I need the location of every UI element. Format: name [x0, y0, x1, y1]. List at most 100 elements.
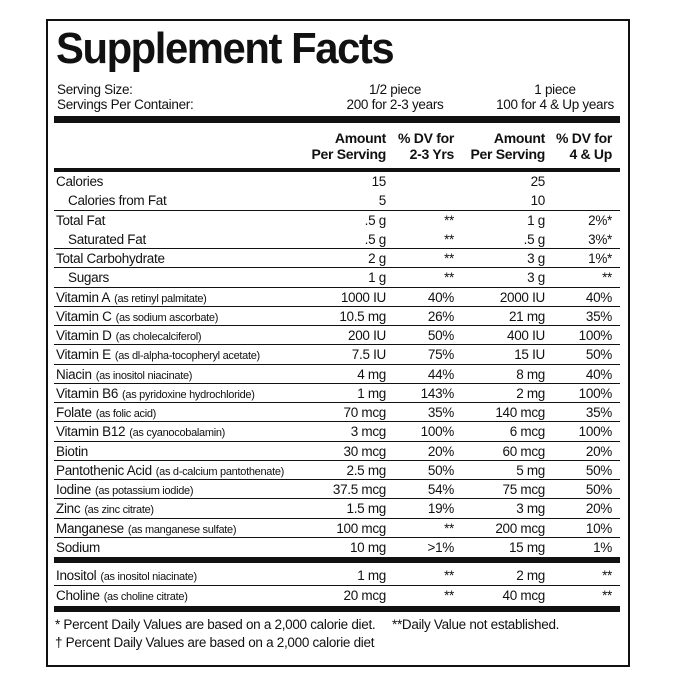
nutrient-name: Sugars [68, 270, 109, 285]
nutrient-name: Total Fat [56, 213, 105, 228]
table-row: Vitamin B6 (as pyridoxine hydrochloride) 1… [54, 384, 620, 403]
nutrient-name: Biotin [56, 444, 88, 459]
daily-value: ** [444, 568, 454, 583]
daily-value: 100% [578, 385, 613, 401]
amount: 40 mcg [502, 588, 546, 603]
footnote: **Daily Value not established. [392, 617, 560, 632]
nutrient-name: Vitamin D (as cholecalciferol) [56, 328, 202, 343]
daily-value: ** [444, 270, 454, 286]
daily-value: 40% [427, 289, 454, 305]
table-row: Calories 15 25 [54, 172, 620, 191]
column-header: 4 & Up [569, 146, 612, 162]
table-row: Vitamin E (as dl-alpha-tocopheryl acetate… [54, 345, 620, 365]
daily-value: 1% [593, 539, 612, 555]
daily-value: 35% [427, 405, 454, 420]
nutrient-name: Vitamin E (as dl-alpha-tocopheryl acetate… [56, 347, 260, 362]
daily-value: 54% [427, 482, 454, 497]
nutrient: Inositol [56, 568, 97, 583]
daily-value: 3%* [588, 231, 612, 247]
daily-value: 20% [585, 443, 612, 459]
amount: 4 mg [357, 366, 386, 382]
column-header: % DV for [556, 130, 612, 146]
daily-value: ** [444, 212, 454, 228]
amount: 7.5 IU [351, 347, 387, 363]
daily-value: 75% [427, 347, 454, 363]
amount: 200 mcg [495, 520, 545, 536]
amount: 400 IU [507, 328, 545, 343]
amount: .5 g [364, 212, 387, 228]
column-header: Amount [493, 130, 545, 146]
daily-value: 35% [585, 308, 612, 324]
nutrient-name: Sodium [56, 540, 100, 555]
amount: 2 mg [516, 568, 545, 583]
amount: 3 g [527, 251, 545, 266]
nutrient: Folate [56, 405, 92, 420]
table-row: Total Fat .5 g ** 1 g 2%* [54, 211, 620, 230]
nutrient-name: Calories from Fat [68, 193, 167, 208]
nutrient: Vitamin E [56, 347, 111, 363]
footnote: † Percent Daily Values are based on a 2,… [55, 635, 375, 650]
servings-label: Servings Per Container: [57, 97, 194, 112]
amount: 10 mg [349, 539, 386, 555]
amount: 1000 IU [340, 289, 386, 305]
daily-value: 40% [585, 289, 612, 305]
amount: 10.5 mg [339, 308, 386, 324]
serving-size-label: Serving Size: [57, 82, 133, 97]
nutrient: Vitamin B6 [56, 385, 119, 401]
amount: 6 mcg [509, 424, 546, 440]
daily-value: 10% [585, 520, 612, 536]
nutrient-name: Saturated Fat [68, 232, 146, 247]
nutrient-source: (as cholecalciferol) [115, 331, 202, 343]
servings: 200 for 2-3 years [346, 97, 444, 112]
nutrient-source: (as potassium iodide) [94, 485, 194, 497]
amount: 1 g [527, 212, 545, 228]
nutrient: Vitamin B12 [56, 424, 126, 440]
amount: 30 mcg [343, 443, 387, 459]
daily-value: 40% [585, 366, 612, 382]
daily-value: 2%* [588, 212, 612, 228]
nutrient: Vitamin C [56, 308, 112, 324]
nutrient-source: (as inositol niacinate) [95, 369, 193, 382]
daily-value: >1% [427, 539, 455, 555]
amount: 5 [378, 193, 387, 209]
column-header: 2-3 Yrs [409, 146, 455, 162]
nutrient-source: (as pyridoxine hydrochloride) [122, 388, 255, 401]
column-header: Per Serving [470, 146, 545, 162]
table-row: Niacin (as inositol niacinate) 4 mg 44% 8 mg… [54, 365, 620, 384]
label-frame [46, 19, 630, 667]
amount: 1 mg [357, 385, 386, 401]
nutrient: Total Carbohydrate [56, 251, 165, 266]
amount: 21 mg [508, 308, 545, 324]
daily-value: 20% [585, 501, 612, 517]
table-row: Vitamin B12 (as cyanocobalamin) 3 mcg 100% 6… [54, 422, 620, 442]
divider [54, 557, 620, 563]
nutrient-name: Total Carbohydrate [56, 251, 165, 266]
amount: 2000 IU [499, 289, 545, 305]
column-header: % DV for [398, 130, 454, 146]
divider [54, 168, 620, 172]
nutrient-name: Zinc (as zinc citrate) [56, 501, 154, 516]
nutrient-source: (as cyanocobalamin) [129, 427, 226, 440]
daily-value: 19% [427, 501, 454, 517]
daily-value: 44% [427, 366, 454, 382]
amount: 75 mcg [502, 482, 546, 497]
daily-value: 50% [585, 347, 612, 363]
column-header: Amount [334, 130, 386, 146]
amount: 200 IU [348, 328, 386, 343]
nutrient-source: (as retinyl palmitate) [114, 292, 207, 305]
table-row: Biotin 30 mcg 20% 60 mcg 20% [54, 442, 620, 461]
divider [54, 606, 620, 612]
amount: 2 mg [516, 385, 545, 401]
nutrient: Saturated Fat [68, 231, 146, 247]
nutrient: Biotin [56, 443, 88, 459]
nutrient-source: (as zinc citrate) [84, 504, 154, 517]
amount: 37.5 mcg [332, 482, 386, 497]
table-row: Saturated Fat .5 g ** .5 g 3%* [54, 230, 620, 249]
table-row: Vitamin D (as cholecalciferol) 200 IU 50% 40… [54, 326, 620, 346]
amount: 10 [530, 193, 546, 209]
table-row: Iodine (as potassium iodide) 37.5 mcg 54% 75… [54, 480, 620, 500]
nutrient-source: (as inositol niacinate) [100, 571, 197, 583]
daily-value: 1%* [588, 251, 612, 266]
amount: 1.5 mg [346, 501, 387, 517]
amount: 25 [530, 174, 546, 189]
